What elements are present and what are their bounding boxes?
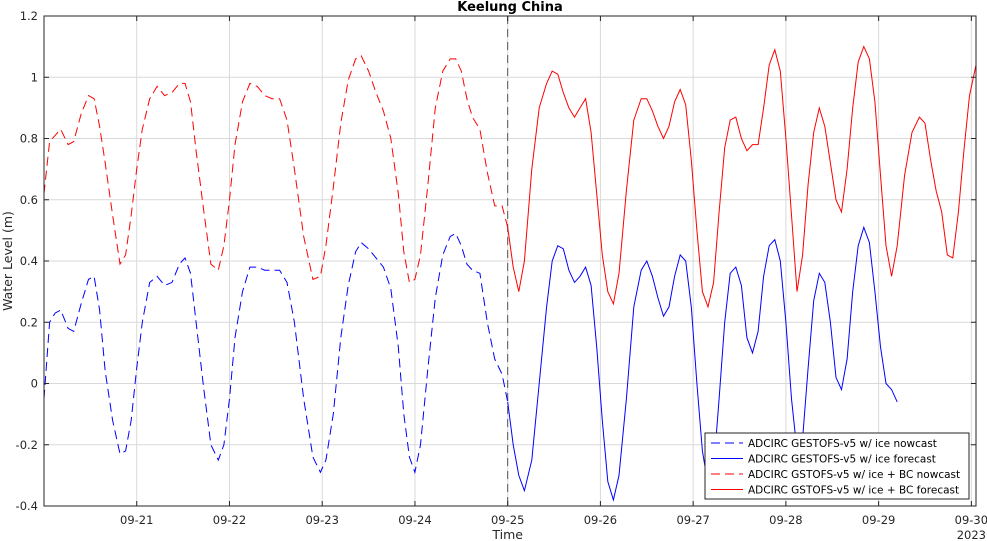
legend-entry: ADCIRC GSTOFS-v5 w/ ice + BC nowcast	[748, 469, 960, 481]
y-tick-label: 0.8	[20, 132, 38, 146]
x-tick-label: 09-27	[676, 513, 709, 527]
year-label: 2023	[957, 528, 986, 541]
x-tick-label: 09-23	[305, 513, 338, 527]
legend-entry: ADCIRC GESTOFS-v5 w/ ice nowcast	[748, 438, 937, 450]
x-tick-label: 09-29	[862, 513, 895, 527]
legend-box	[704, 432, 970, 500]
x-tick-label: 09-26	[584, 513, 617, 527]
series-lines	[43, 45, 977, 502]
axis-ticks: -0.4 -0.2 0 0.2 0.4 0.6 0.8 1 1.2 09-21 09-22 09-23…	[16, 9, 987, 527]
y-tick-label: 0.2	[20, 315, 38, 329]
y-tick-label: 0.4	[20, 254, 38, 268]
x-axis-title: Time	[491, 527, 523, 541]
y-tick-label: 0.6	[20, 193, 38, 207]
y-tick-label: 0	[31, 377, 38, 391]
y-tick-label: 1.2	[20, 9, 38, 23]
series-line-3	[43, 55, 509, 284]
x-tick-label: 09-24	[398, 513, 431, 527]
y-axis-title: Water Level (m)	[0, 211, 15, 311]
x-tick-label: 09-21	[120, 513, 153, 527]
x-tick-label: 09-30	[955, 513, 987, 527]
series-line-4	[507, 45, 977, 309]
series-line-1	[43, 232, 509, 475]
grid-lines	[44, 15, 976, 507]
y-tick-label: -0.4	[16, 499, 38, 513]
legend-entry: ADCIRC GESTOFS-v5 w/ ice forecast	[748, 454, 936, 466]
y-tick-label: 1	[31, 70, 38, 84]
legend: ADCIRC GESTOFS-v5 w/ ice nowcast ADCIRC G…	[704, 432, 970, 500]
y-tick-label: -0.2	[16, 438, 38, 452]
x-tick-label: 09-25	[491, 513, 524, 527]
x-tick-label: 09-22	[213, 513, 246, 527]
legend-entry: ADCIRC GSTOFS-v5 w/ ice + BC forecast	[748, 485, 959, 497]
chart-title: Keelung China	[457, 0, 563, 15]
x-tick-label: 09-28	[769, 513, 802, 527]
